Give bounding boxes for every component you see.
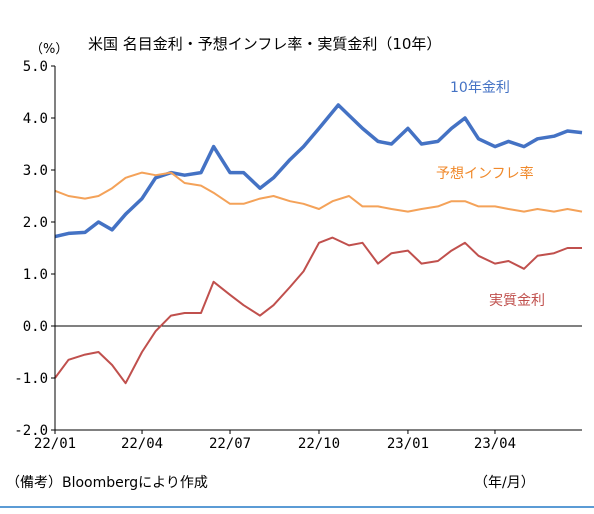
chart: 米国 名目金利・予想インフレ率・実質金利（10年） （%） 5.0 4.0 3.0 2…	[14, 35, 583, 452]
x-tick-label: 22/10	[298, 436, 340, 452]
y-tick-label: 4.0	[23, 111, 48, 127]
x-tick-label: 22/01	[34, 436, 76, 452]
series-label-inflation: 予想インフレ率	[436, 165, 534, 182]
x-tick-label: 22/07	[209, 436, 251, 452]
source-note: （備考）Bloombergにより作成	[6, 475, 208, 491]
x-axis-ticks: 22/01 22/04 22/07 22/10 23/01 23/04	[34, 430, 516, 452]
y-tick-label: -1.0	[14, 371, 48, 387]
y-axis-ticks: 5.0 4.0 3.0 2.0 1.0 0.0 -1.0 -2.0	[14, 59, 55, 439]
x-tick-label: 22/04	[121, 436, 163, 452]
bottom-divider	[0, 506, 594, 508]
unit-label: （%）	[30, 42, 68, 57]
x-tick-label: 23/04	[474, 436, 516, 452]
y-tick-label: 0.0	[23, 319, 48, 335]
y-tick-label: 3.0	[23, 163, 48, 179]
y-tick-label: 1.0	[23, 267, 48, 283]
series-lines	[54, 103, 583, 385]
period-note: （年/月）	[474, 475, 535, 491]
chart-title: 米国 名目金利・予想インフレ率・実質金利（10年）	[88, 35, 441, 53]
y-tick-label: 5.0	[23, 59, 48, 75]
y-tick-label: 2.0	[23, 215, 48, 231]
series-line-nominal	[54, 103, 583, 239]
series-label-nominal: 10年金利	[450, 80, 510, 96]
x-tick-label: 23/01	[387, 436, 429, 452]
series-label-real: 実質金利	[489, 293, 545, 309]
series-line-inflation	[54, 171, 583, 213]
y-tick-label: -2.0	[14, 423, 48, 439]
series-line-real	[54, 236, 582, 385]
